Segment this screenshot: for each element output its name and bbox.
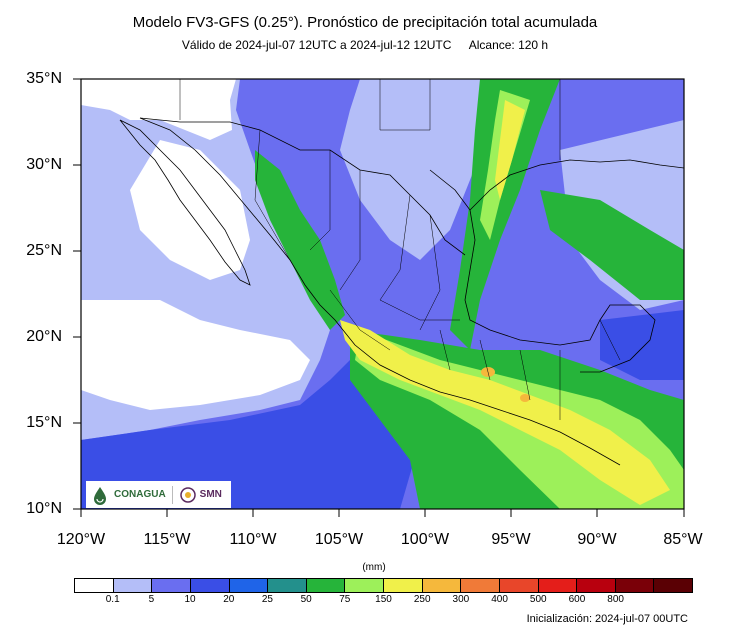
colorbar-tick-label: 250 — [413, 594, 431, 605]
smn-logo-text: SMN — [199, 489, 222, 500]
lon-label: 95°W — [491, 531, 531, 548]
colorbar-segment — [461, 579, 500, 592]
coastline-us-gulf — [469, 159, 684, 211]
precip-zone-white-pacific — [81, 300, 310, 410]
lat-label: 10°N — [26, 500, 62, 517]
colorbar-tick-label: 500 — [529, 594, 547, 605]
lon-label: 85°W — [663, 531, 703, 548]
colorbar-tick-label: 0.1 — [105, 594, 120, 605]
lat-label: 25°N — [26, 242, 62, 259]
lon-label: 90°W — [577, 531, 617, 548]
lon-label: 115°W — [143, 531, 191, 548]
border-us-mexico — [139, 117, 466, 256]
lon-label: 100°W — [400, 531, 450, 548]
colorbar-segment — [268, 579, 307, 592]
colorbar-tick-label: 10 — [184, 594, 196, 605]
precip-zone-blue-se — [600, 310, 684, 380]
logo-box: CONAGUA SMN — [86, 481, 231, 508]
coastline-mainland-pacific — [139, 117, 621, 466]
colorbar-tick-label: 20 — [223, 594, 235, 605]
forecast-range: Alcance: 120 h — [468, 38, 549, 52]
colorbar-segment — [113, 579, 153, 592]
lat-label: 15°N — [26, 414, 62, 431]
lon-label: 110°W — [229, 531, 277, 548]
lat-label: 20°N — [26, 328, 62, 345]
precip-zone-white-nw — [81, 79, 236, 140]
conagua-logo-icon — [94, 486, 106, 505]
precip-zone-yellow-gulf — [495, 100, 525, 200]
colorbar-tick-label: 800 — [607, 594, 624, 605]
colorbar-segment — [499, 579, 539, 592]
conagua-logo-text: CONAGUA — [114, 489, 166, 500]
precip-zone-green-east — [540, 190, 684, 300]
colorbar-segment — [229, 579, 269, 592]
precip-zone-blue-south — [81, 360, 420, 509]
coastline-baja — [119, 119, 251, 286]
precip-zone-yellow-coast — [340, 320, 670, 505]
state-borders — [179, 79, 621, 420]
colorbar-segment — [615, 579, 655, 592]
colorbar-unit: (mm) — [362, 562, 386, 573]
colorbar-segment — [75, 579, 114, 592]
colorbar-segment — [654, 579, 692, 592]
colorbar-tick-label: 300 — [452, 594, 470, 605]
colorbar-tick-label: 400 — [491, 594, 508, 605]
precip-zone-orange-spot — [520, 394, 530, 402]
lon-label: 120°W — [56, 531, 106, 548]
colorbar-segment — [152, 579, 191, 592]
colorbar-segment — [306, 579, 346, 592]
colorbar — [74, 578, 693, 593]
colorbar-segment — [384, 579, 423, 592]
map-subtitle: Válido de 2024-jul-07 12UTC a 2024-jul-1… — [0, 38, 730, 52]
colorbar-segment — [190, 579, 230, 592]
colorbar-segment — [538, 579, 578, 592]
precip-zone-green-sierra — [255, 150, 345, 330]
map-frame — [80, 78, 685, 510]
colorbar-segment — [422, 579, 462, 592]
map-title: Modelo FV3-GFS (0.25°). Pronóstico de pr… — [132, 14, 598, 31]
precip-zone-green-gulf — [450, 79, 560, 350]
colorbar-tick-label: 25 — [261, 594, 273, 605]
lat-ticks — [73, 78, 81, 510]
lat-label: 35°N — [26, 70, 62, 87]
coastline-gulf — [429, 169, 656, 373]
colorbar-segment — [345, 579, 384, 592]
logo-divider — [171, 485, 173, 504]
lon-label: 105°W — [314, 531, 364, 548]
initialization-time: Inicialización: 2024-jul-07 00UTC — [526, 613, 688, 625]
colorbar-tick-label: 75 — [339, 594, 351, 605]
colorbar-tick-label: 150 — [375, 594, 392, 605]
colorbar-segment — [577, 579, 616, 592]
valid-period: Válido de 2024-jul-07 12UTC a 2024-jul-1… — [181, 38, 452, 52]
lon-ticks — [80, 509, 685, 517]
colorbar-tick-label: 600 — [568, 594, 586, 605]
lat-label: 30°N — [26, 156, 62, 173]
colorbar-tick-label: 5 — [148, 594, 155, 605]
smn-logo-icon — [179, 486, 196, 503]
colorbar-tick-label: 50 — [300, 594, 312, 605]
